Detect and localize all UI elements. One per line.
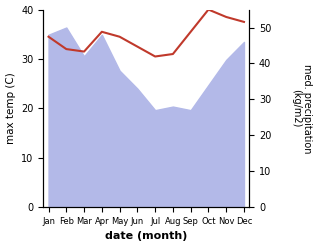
X-axis label: date (month): date (month) <box>105 231 187 242</box>
Y-axis label: med. precipitation
(kg/m2): med. precipitation (kg/m2) <box>291 64 313 153</box>
Y-axis label: max temp (C): max temp (C) <box>5 72 16 144</box>
